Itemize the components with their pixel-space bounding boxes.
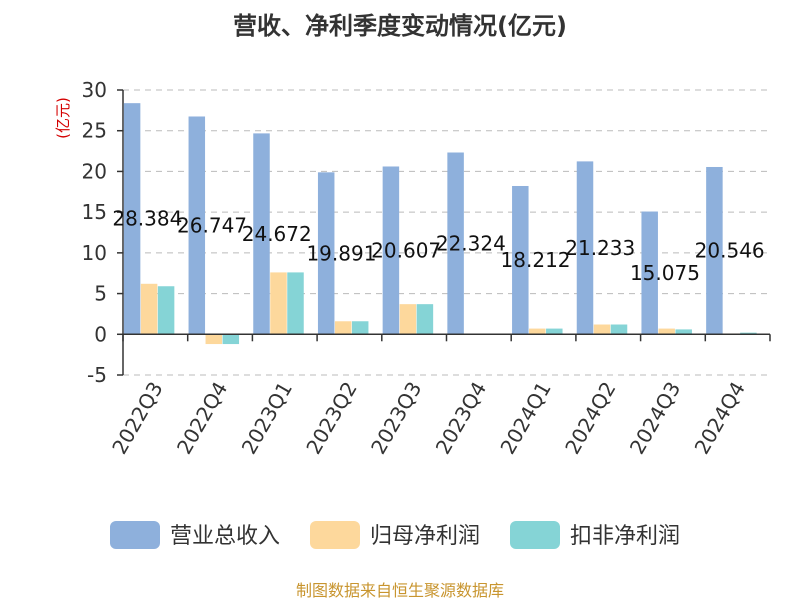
x-tick-label: 2023Q1 xyxy=(237,378,297,459)
data-label: 20.546 xyxy=(695,239,765,263)
x-tick-label: 2024Q4 xyxy=(690,378,750,459)
bars xyxy=(123,103,757,345)
bar-2 xyxy=(399,304,417,335)
chart-title: 营收、净利季度变动情况(亿元) xyxy=(233,12,567,40)
y-tick-label: 0 xyxy=(94,322,107,346)
legend: 营业总收入 归母净利润 扣非净利润 xyxy=(110,521,680,549)
bar-1 xyxy=(512,185,529,335)
bar-3 xyxy=(416,304,434,335)
legend-label: 营业总收入 xyxy=(170,524,280,549)
bar-3 xyxy=(610,324,628,335)
bar-3 xyxy=(287,272,304,335)
bar-1 xyxy=(123,103,141,335)
data-label: 26.747 xyxy=(177,213,247,237)
x-tick-label: 2024Q1 xyxy=(495,378,555,459)
data-label: 24.672 xyxy=(242,222,312,246)
x-tick-label: 2023Q4 xyxy=(431,378,491,459)
y-axis-label: (亿元) xyxy=(54,97,72,139)
bar-2 xyxy=(593,324,611,335)
y-tick-label: 25 xyxy=(82,119,107,143)
legend-swatch xyxy=(310,521,360,549)
bar-2 xyxy=(140,283,158,335)
y-tick-label: 5 xyxy=(94,282,107,306)
bar-1 xyxy=(447,152,464,335)
legend-label: 扣非净利润 xyxy=(570,524,680,549)
legend-swatch xyxy=(510,521,560,549)
y-tick-label: 20 xyxy=(82,159,107,183)
source-note: 制图数据来自恒生聚源数据库 xyxy=(296,581,504,600)
bar-2 xyxy=(205,334,223,345)
bar-1 xyxy=(317,172,335,335)
x-tick-label: 2023Q2 xyxy=(301,378,361,459)
y-axis-ticks: -5 0 5 10 15 20 25 30 xyxy=(82,78,124,387)
bar-2 xyxy=(270,272,287,335)
y-tick-label: -5 xyxy=(87,363,107,387)
data-labels: 28.38426.74724.67219.89120.60722.32418.2… xyxy=(112,207,764,285)
data-label: 15.075 xyxy=(630,261,700,285)
bar-1 xyxy=(706,166,723,335)
y-tick-label: 30 xyxy=(82,78,107,102)
bar-1 xyxy=(188,116,206,335)
x-axis xyxy=(122,333,771,342)
bar-1 xyxy=(576,161,594,335)
data-label: 19.891 xyxy=(306,241,376,265)
bar-3 xyxy=(675,329,692,335)
legend-label: 归母净利润 xyxy=(370,524,480,549)
bar-1 xyxy=(253,133,270,335)
data-label: 28.384 xyxy=(112,207,182,231)
bar-2 xyxy=(334,321,352,335)
bar-1 xyxy=(382,166,400,335)
bar-2 xyxy=(658,328,675,335)
x-tick-label: 2024Q2 xyxy=(560,378,620,459)
bar-3 xyxy=(351,321,369,335)
x-tick-label: 2022Q3 xyxy=(107,378,167,459)
bar-1 xyxy=(641,211,658,335)
legend-swatch xyxy=(110,521,160,549)
bar-3 xyxy=(740,332,757,335)
data-label: 21.233 xyxy=(565,236,635,260)
gridlines xyxy=(123,89,770,376)
data-label: 20.607 xyxy=(371,238,441,262)
data-label: 18.212 xyxy=(501,248,571,272)
data-label: 22.324 xyxy=(436,231,506,255)
bar-3 xyxy=(222,334,240,345)
x-tick-label: 2022Q4 xyxy=(172,378,232,459)
x-tick-label: 2023Q3 xyxy=(366,378,426,459)
x-axis-ticks: 2022Q3 2022Q4 2023Q1 2023Q2 2023Q3 2023Q4 2024… xyxy=(107,378,750,459)
x-tick-label: 2024Q3 xyxy=(625,378,685,459)
bar-3 xyxy=(157,286,175,335)
y-tick-label: 10 xyxy=(82,241,107,265)
bar-2 xyxy=(529,328,546,335)
y-tick-label: 15 xyxy=(82,200,107,224)
bar-3 xyxy=(546,328,563,335)
